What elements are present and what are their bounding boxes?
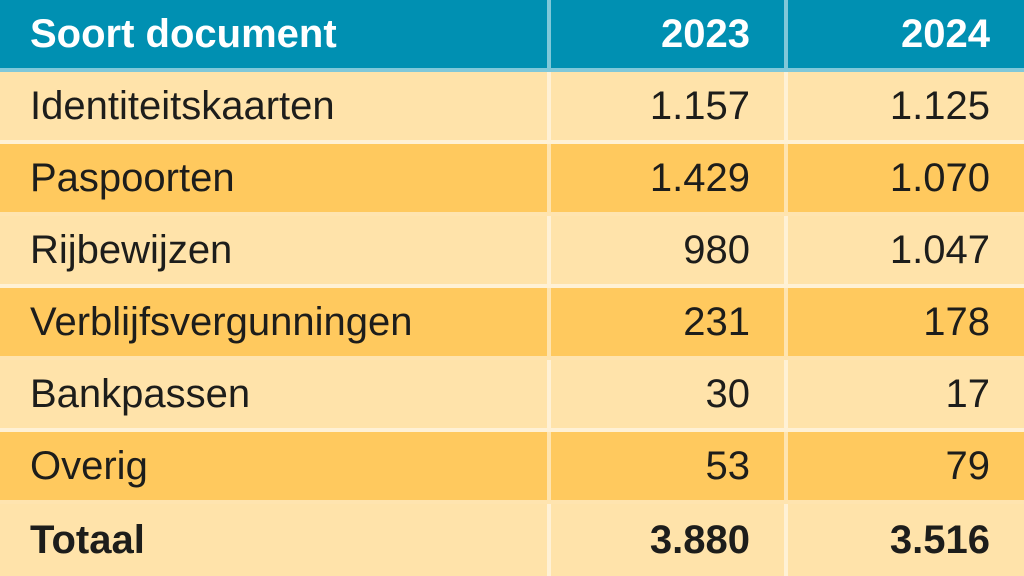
table-row-rijbewijzen: Rijbewijzen 980 1.047	[0, 216, 1024, 288]
value-2024: 79	[788, 432, 1024, 504]
row-label: Identiteitskaarten	[0, 72, 551, 144]
total-value-2024: 3.516	[788, 504, 1024, 576]
row-label: Rijbewijzen	[0, 216, 551, 288]
total-value-2023: 3.880	[551, 504, 788, 576]
column-header-2023: 2023	[551, 0, 788, 72]
column-header-2024: 2024	[788, 0, 1024, 72]
value-2023: 1.157	[551, 72, 788, 144]
value-2024: 17	[788, 360, 1024, 432]
table-row-bankpassen: Bankpassen 30 17	[0, 360, 1024, 432]
value-2024: 1.047	[788, 216, 1024, 288]
table-row-verblijfsvergunningen: Verblijfsvergunningen 231 178	[0, 288, 1024, 360]
table-row-overig: Overig 53 79	[0, 432, 1024, 504]
row-label: Verblijfsvergunningen	[0, 288, 551, 360]
column-header-soort-document: Soort document	[0, 0, 551, 72]
value-2023: 980	[551, 216, 788, 288]
value-2023: 30	[551, 360, 788, 432]
row-label: Paspoorten	[0, 144, 551, 216]
value-2023: 231	[551, 288, 788, 360]
row-label: Bankpassen	[0, 360, 551, 432]
value-2023: 53	[551, 432, 788, 504]
total-label: Totaal	[0, 504, 551, 576]
value-2024: 1.125	[788, 72, 1024, 144]
table-row-identiteitskaarten: Identiteitskaarten 1.157 1.125	[0, 72, 1024, 144]
value-2024: 1.070	[788, 144, 1024, 216]
value-2023: 1.429	[551, 144, 788, 216]
row-label: Overig	[0, 432, 551, 504]
table-row-totaal: Totaal 3.880 3.516	[0, 504, 1024, 576]
value-2024: 178	[788, 288, 1024, 360]
header-row: Soort document 2023 2024	[0, 0, 1024, 72]
table-row-paspoorten: Paspoorten 1.429 1.070	[0, 144, 1024, 216]
